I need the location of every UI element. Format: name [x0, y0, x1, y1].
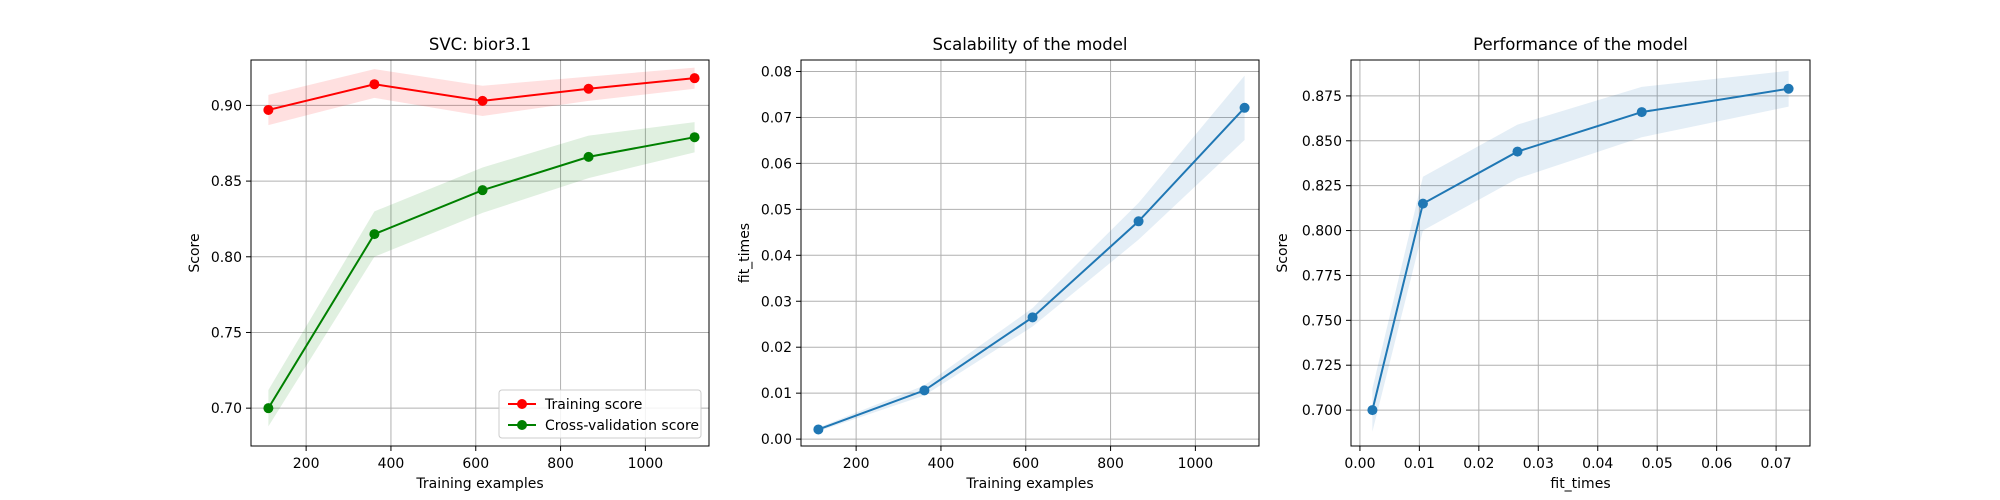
x-tick-label: 0.06: [1701, 456, 1732, 472]
data-point: [583, 83, 594, 94]
legend-label: Cross-validation score: [545, 418, 699, 434]
y-tick-label: 0.07: [761, 110, 792, 126]
data-point: [369, 229, 380, 240]
data-point: [1239, 102, 1250, 113]
confidence-band: [268, 122, 695, 427]
data-point: [813, 424, 824, 435]
x-tick-label: 0.00: [1344, 456, 1375, 472]
data-point: [1512, 146, 1523, 157]
data-point: [477, 185, 488, 196]
y-tick-label: 0.725: [1302, 358, 1342, 374]
data-point: [919, 385, 930, 396]
data-point: [1367, 405, 1378, 416]
x-axis-label: fit_times: [1550, 476, 1610, 492]
scalability-panel: 200 400 600 800 1000 0.00 0.01 0.02 0.03 0.04 0.05…: [737, 35, 1260, 492]
confidence-band: [818, 75, 1245, 432]
legend-box: [498, 389, 702, 439]
legend: Training score Cross-validation score: [498, 389, 702, 439]
x-tick-label: 0.05: [1642, 456, 1673, 472]
x-tick-label: 1000: [628, 456, 664, 472]
x-tick-label: 0.03: [1523, 456, 1554, 472]
x-tick-label: 0.07: [1761, 456, 1792, 472]
y-tick-label: 0.05: [761, 202, 792, 218]
data-point: [1636, 107, 1647, 118]
x-axis-label: Training examples: [415, 476, 543, 492]
performance-panel: 0.00 0.01 0.02 0.03 0.04 0.05 0.06 0.07 0.700 0.7…: [1275, 35, 1811, 492]
x-tick-label: 800: [1097, 456, 1124, 472]
y-tick-label: 0.80: [211, 250, 242, 266]
x-tick-label: 600: [1012, 456, 1039, 472]
y-tick-label: 0.825: [1302, 179, 1342, 195]
learning-curve-panel: 200 400 600 800 1000 0.70 0.75 0.80 0.85 0.90 SVC:…: [187, 35, 710, 492]
y-tick-label: 0.04: [761, 248, 792, 264]
x-tick-label: 1000: [1178, 456, 1214, 472]
y-tick-label: 0.75: [211, 325, 242, 341]
plot-frame: [1350, 59, 1811, 447]
confidence-band: [1372, 70, 1789, 432]
y-tick-label: 0.700: [1302, 403, 1342, 419]
y-tick-label: 0.03: [761, 294, 792, 310]
x-tick-label: 400: [928, 456, 955, 472]
x-tick-label: 0.02: [1463, 456, 1494, 472]
data-point: [1027, 312, 1038, 323]
x-tick-label: 400: [378, 456, 405, 472]
x-axis-label: Training examples: [965, 476, 1093, 492]
x-tick-label: 800: [547, 456, 574, 472]
y-axis-label: Score: [187, 233, 203, 272]
data-point: [263, 403, 274, 414]
data-point: [1417, 198, 1428, 209]
data-point: [1783, 83, 1794, 94]
chart-title: Scalability of the model: [933, 35, 1128, 54]
plot-frame: [800, 59, 1260, 447]
x-tick-label: 600: [462, 456, 489, 472]
chart-title: SVC: bior3.1: [429, 35, 531, 54]
x-tick-label: 200: [293, 456, 320, 472]
data-point: [689, 73, 700, 84]
data-point: [477, 95, 488, 106]
y-tick-label: 0.850: [1302, 134, 1342, 150]
y-tick-label: 0.85: [211, 174, 242, 190]
y-tick-label: 0.01: [761, 386, 792, 402]
data-point: [369, 79, 380, 90]
y-tick-label: 0.775: [1302, 268, 1342, 284]
y-tick-label: 0.06: [761, 156, 792, 172]
y-tick-label: 0.00: [761, 432, 792, 448]
data-point: [689, 132, 700, 143]
y-tick-label: 0.875: [1302, 89, 1342, 105]
data-point: [583, 151, 594, 162]
x-tick-label: 0.01: [1404, 456, 1435, 472]
data-point: [263, 104, 274, 115]
y-tick-label: 0.800: [1302, 224, 1342, 240]
legend-marker: [517, 420, 527, 430]
x-tick-label: 200: [843, 456, 870, 472]
legend-label: Training score: [544, 397, 642, 413]
plot-frame: [250, 59, 710, 447]
y-tick-label: 0.70: [211, 401, 242, 417]
y-axis-label: fit_times: [737, 223, 753, 283]
y-tick-label: 0.08: [761, 64, 792, 80]
chart-title: Performance of the model: [1473, 35, 1688, 54]
data-point: [1133, 216, 1144, 227]
legend-marker: [517, 399, 527, 409]
y-tick-label: 0.02: [761, 340, 792, 356]
y-axis-label: Score: [1275, 233, 1291, 272]
y-tick-label: 0.90: [211, 98, 242, 114]
y-tick-label: 0.750: [1302, 313, 1342, 329]
x-tick-label: 0.04: [1582, 456, 1613, 472]
